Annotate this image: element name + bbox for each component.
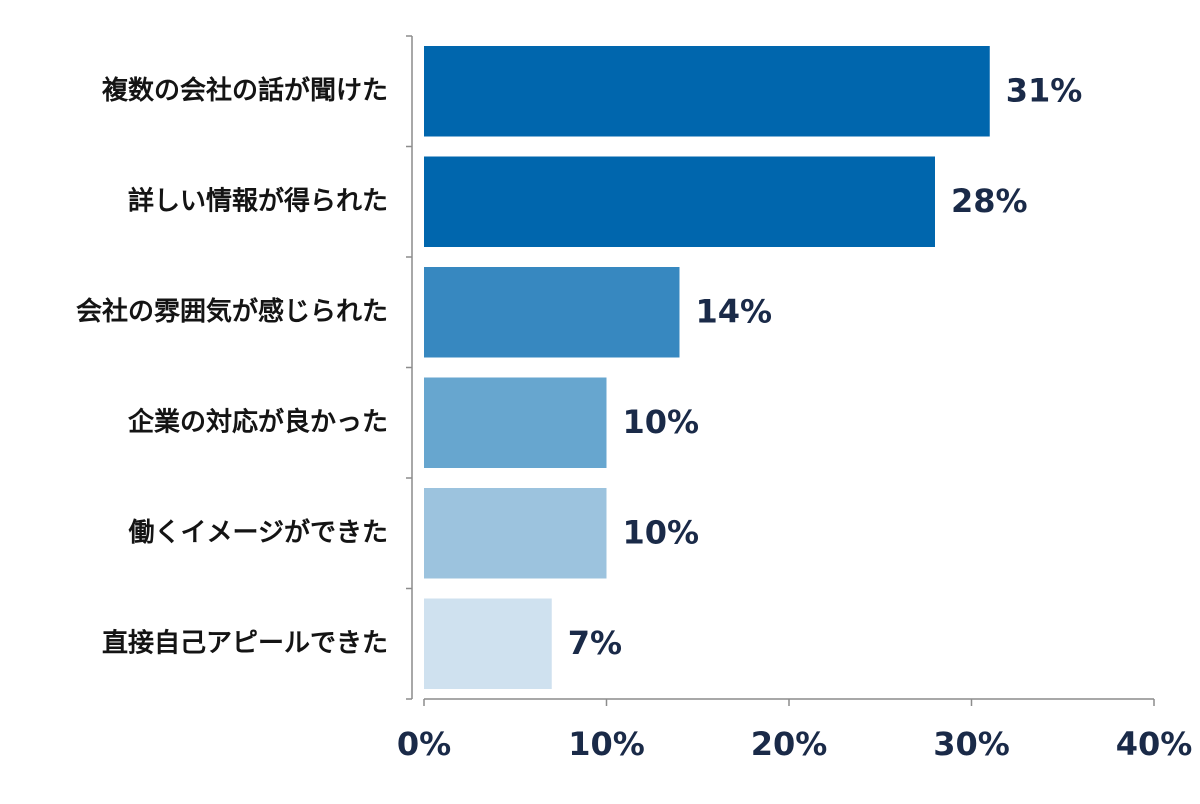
- category-label-5: 働くイメージができた: [128, 517, 388, 548]
- value-label-6: 7%: [568, 624, 622, 662]
- value-label-2: 28%: [951, 182, 1028, 220]
- value-label-3: 14%: [696, 292, 773, 330]
- bar-2: [424, 156, 935, 247]
- category-label-6: 直接自己アピールできた: [102, 627, 388, 658]
- x-tick-label-4: 30%: [933, 725, 1010, 763]
- x-tick-label-2: 10%: [568, 725, 645, 763]
- category-label-2: 詳しい情報が得られた: [128, 185, 388, 216]
- value-label-5: 10%: [623, 513, 700, 551]
- category-label-4: 企業の対応が良かった: [128, 406, 388, 437]
- value-label-1: 31%: [1006, 71, 1083, 109]
- bar-5: [424, 488, 607, 579]
- bar-4: [424, 377, 607, 468]
- bar-3: [424, 267, 680, 358]
- bar-6: [424, 598, 552, 689]
- value-label-4: 10%: [623, 403, 700, 441]
- x-tick-label-3: 20%: [751, 725, 828, 763]
- x-tick-label-1: 0%: [397, 725, 451, 763]
- category-label-1: 複数の会社の話が聞けた: [102, 75, 388, 106]
- bar-1: [424, 46, 990, 137]
- category-label-3: 会社の雰囲気が感じられた: [76, 296, 388, 327]
- x-tick-label-5: 40%: [1116, 725, 1193, 763]
